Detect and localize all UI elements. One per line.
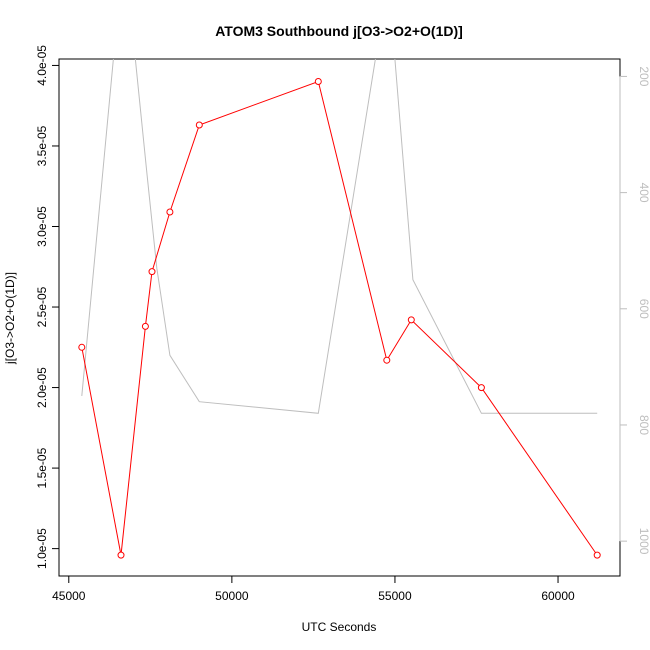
y-tick-label: 4.0e-05 bbox=[35, 45, 49, 86]
data-point bbox=[477, 384, 485, 392]
x-tick-label: 45000 bbox=[52, 589, 86, 603]
x-axis: 45000 50000 55000 60000 bbox=[52, 575, 575, 603]
data-point bbox=[314, 78, 322, 85]
y-tick-label: 2.0e-05 bbox=[35, 367, 49, 408]
jvalue-series-line bbox=[81, 80, 598, 556]
y-tick-label: 1.0e-05 bbox=[35, 528, 49, 569]
y2-tick-label: 200 bbox=[637, 66, 650, 86]
data-point bbox=[141, 322, 149, 330]
y-tick-label: 3.5e-05 bbox=[35, 125, 49, 166]
series-layer bbox=[78, 59, 601, 559]
x-axis-label: UTC Seconds bbox=[302, 620, 377, 634]
y-axis-label: j[O3->O2+O(1D)] bbox=[3, 272, 17, 365]
x-tick-label: 55000 bbox=[378, 589, 412, 603]
data-point bbox=[78, 343, 86, 351]
data-point bbox=[383, 356, 391, 364]
y2-tick-label: 800 bbox=[637, 415, 650, 435]
data-point bbox=[407, 316, 415, 324]
y-axis-left: 1.0e-05 1.5e-05 2.0e-05 2.5e-05 3.0e-05 3.5e-… bbox=[35, 45, 60, 569]
y2-tick-label: 600 bbox=[637, 299, 650, 319]
data-point bbox=[195, 121, 203, 129]
data-point bbox=[117, 551, 125, 559]
y-tick-label: 2.5e-05 bbox=[35, 286, 49, 327]
y2-tick-label: 1000 bbox=[637, 528, 650, 555]
x-tick-label: 50000 bbox=[215, 589, 249, 603]
chart-title: ATOM3 Southbound j[O3->O2+O(1D)] bbox=[215, 23, 463, 39]
altitude-series-line bbox=[81, 59, 598, 414]
y-axis-right: 200 400 600 800 1000 bbox=[619, 66, 650, 555]
y2-tick-label: 400 bbox=[637, 183, 650, 203]
x-tick-label: 60000 bbox=[541, 589, 575, 603]
data-point bbox=[148, 268, 156, 276]
data-point bbox=[166, 208, 174, 216]
data-point bbox=[593, 551, 601, 559]
y-tick-label: 3.0e-05 bbox=[35, 206, 49, 247]
y-tick-label: 1.5e-05 bbox=[35, 447, 49, 488]
